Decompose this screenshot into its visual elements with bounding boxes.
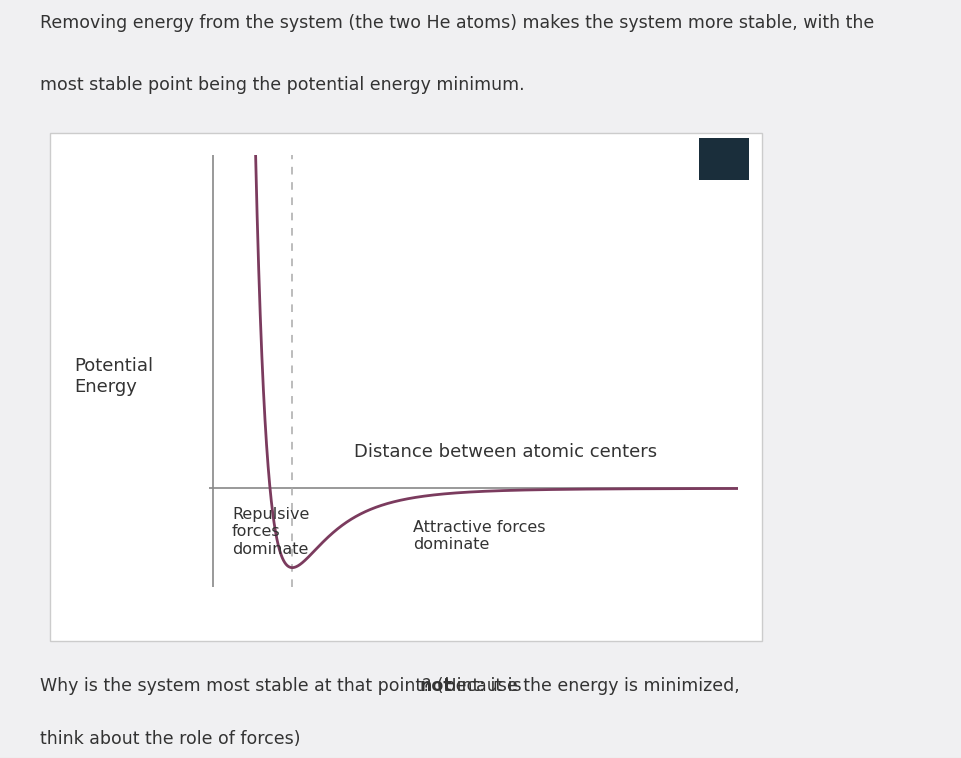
- Text: Removing energy from the system (the two He atoms) makes the system more stable,: Removing energy from the system (the two…: [40, 14, 874, 32]
- Text: most stable point being the potential energy minimum.: most stable point being the potential en…: [40, 77, 525, 94]
- Text: because the energy is minimized,: because the energy is minimized,: [439, 677, 739, 695]
- Text: Distance between atomic centers: Distance between atomic centers: [354, 443, 656, 461]
- Text: think about the role of forces): think about the role of forces): [40, 730, 301, 748]
- Text: Attractive forces
dominate: Attractive forces dominate: [412, 520, 545, 552]
- Text: ↗: ↗: [715, 149, 732, 168]
- Text: not: not: [419, 677, 452, 695]
- Text: Potential
Energy: Potential Energy: [74, 357, 153, 396]
- Text: Repulsive
forces
dominate: Repulsive forces dominate: [232, 507, 309, 557]
- Text: Why is the system most stable at that point? (Hint: it is: Why is the system most stable at that po…: [40, 677, 527, 695]
